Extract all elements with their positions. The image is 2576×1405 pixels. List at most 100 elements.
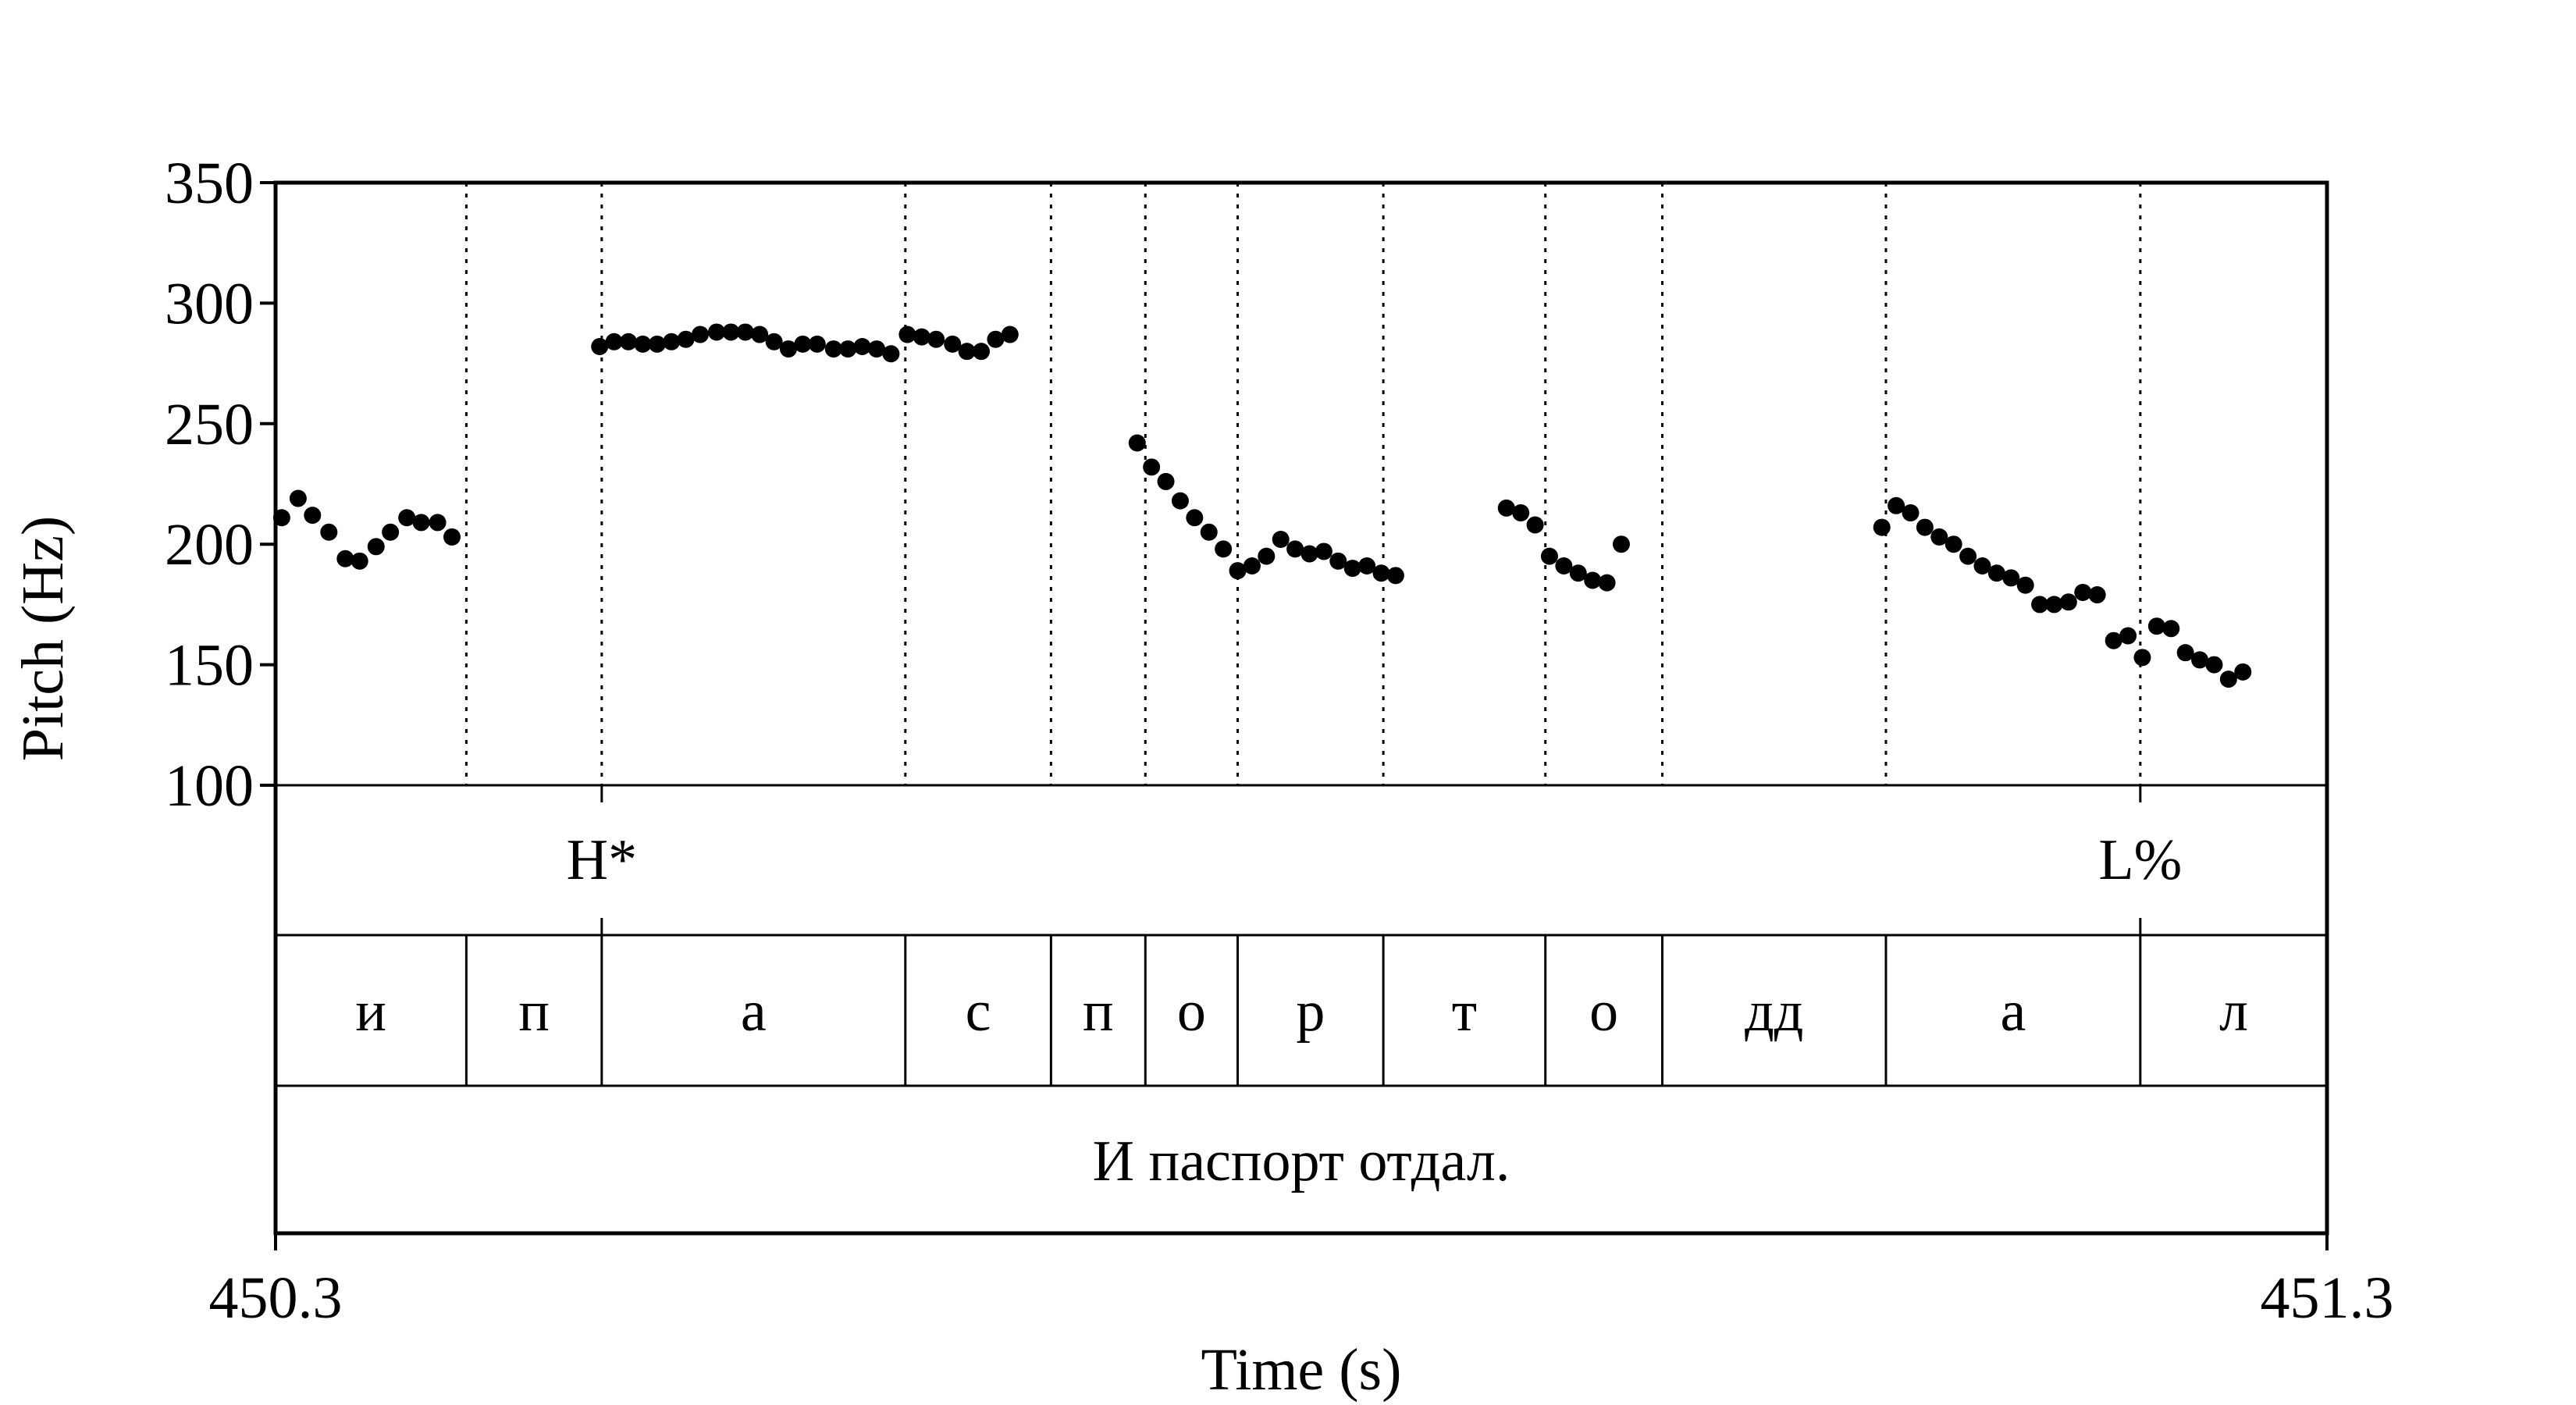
pitch-point xyxy=(272,509,290,527)
pitch-point xyxy=(1386,567,1404,585)
pitch-point xyxy=(304,507,322,525)
x-tick-label: 450.3 xyxy=(209,1265,343,1331)
pitch-point xyxy=(1930,528,1948,546)
pitch-point xyxy=(382,523,400,541)
pitch-point xyxy=(708,323,726,341)
x-tick-label: 451.3 xyxy=(2261,1265,2394,1331)
y-tick-label: 350 xyxy=(165,151,254,216)
pitch-point xyxy=(443,528,461,546)
pitch-point xyxy=(1243,557,1261,574)
pitch-point xyxy=(1497,499,1515,517)
pitch-point xyxy=(1286,540,1304,558)
y-tick-label: 100 xyxy=(165,753,254,819)
pitch-point xyxy=(1916,518,1934,536)
boundary-lines xyxy=(464,183,2142,785)
pitch-point xyxy=(2219,670,2237,688)
y-axis: 100 150 200 250 300 350 xyxy=(165,151,276,819)
pitch-point xyxy=(336,550,354,567)
pitch-point xyxy=(2162,620,2180,638)
pitch-point xyxy=(1987,564,2005,582)
pitch-point xyxy=(736,323,754,341)
pitch-point xyxy=(350,552,368,570)
pitch-point xyxy=(824,340,842,358)
pitch-point xyxy=(973,343,991,361)
pitch-point xyxy=(868,340,886,358)
segment-label: л xyxy=(2219,980,2248,1044)
pitch-point xyxy=(1372,564,1390,582)
pitch-point xyxy=(2074,583,2092,601)
pitch-point xyxy=(1598,574,1616,592)
pitch-point xyxy=(2133,649,2151,667)
pitch-point xyxy=(1315,542,1332,560)
pitch-point xyxy=(1569,564,1587,582)
pitch-point xyxy=(1555,557,1573,574)
pitch-point xyxy=(927,330,945,348)
x-axis: 450.3 451.3 xyxy=(209,1233,2394,1331)
pitch-point xyxy=(634,335,652,353)
pitch-point xyxy=(1171,492,1189,510)
pitch-point xyxy=(2205,656,2223,674)
pitch-point xyxy=(429,514,447,532)
y-tick-label: 200 xyxy=(165,512,254,578)
y-tick-label: 150 xyxy=(165,633,254,699)
pitch-point xyxy=(367,538,385,556)
pitch-point xyxy=(2176,644,2194,662)
pitch-point xyxy=(853,337,871,355)
pitch-point xyxy=(648,335,666,353)
pitch-point xyxy=(722,323,740,341)
pitch-point xyxy=(1902,504,1920,522)
segment-label: о xyxy=(1589,980,1618,1044)
pitch-point xyxy=(751,325,769,343)
segment-label: дд xyxy=(1745,980,1803,1044)
pitch-point xyxy=(1329,552,1347,570)
pitch-points xyxy=(272,323,2252,688)
pitch-point xyxy=(1343,560,1361,578)
segment-label: п xyxy=(1083,980,1114,1044)
segment-label: п xyxy=(518,980,550,1044)
pitch-point xyxy=(1272,531,1290,549)
pitch-point xyxy=(1200,523,1218,541)
tone-label: H* xyxy=(567,828,637,892)
pitch-point xyxy=(2147,617,2165,635)
pitch-point xyxy=(2234,663,2252,681)
pitch-point xyxy=(1001,325,1019,343)
pitch-point xyxy=(1944,535,1962,553)
pitch-point xyxy=(591,337,609,355)
pitch-point xyxy=(620,333,638,350)
pitch-point xyxy=(913,328,930,346)
tone-label: L% xyxy=(2098,828,2182,892)
pitch-point xyxy=(289,489,307,507)
pitch-point xyxy=(412,514,430,532)
pitch-point xyxy=(2031,596,2049,614)
pitch-point xyxy=(677,330,695,348)
pitch-point xyxy=(2119,627,2137,645)
pitch-point xyxy=(1873,518,1891,536)
y-tick-label: 250 xyxy=(165,392,254,457)
y-tick-label: 300 xyxy=(165,271,254,336)
pitch-point xyxy=(1584,571,1602,589)
pitch-point xyxy=(1215,540,1233,558)
pitch-point xyxy=(987,330,1005,348)
pitch-point xyxy=(1526,516,1544,534)
tier-separators xyxy=(276,784,2327,1087)
pitch-point xyxy=(898,325,916,343)
pitch-point xyxy=(1300,545,1318,563)
segment-label: о xyxy=(1177,980,1206,1044)
pitch-point xyxy=(1229,562,1247,580)
pitch-point xyxy=(944,335,962,353)
pitch-point xyxy=(1128,434,1146,452)
pitch-point xyxy=(839,340,857,358)
plot-frame xyxy=(273,180,2329,1236)
segment-label: с xyxy=(966,980,991,1044)
pitch-point xyxy=(1540,547,1558,565)
x-axis-title: Time (s) xyxy=(1201,1337,1402,1403)
pitch-point xyxy=(1157,472,1175,490)
pitch-point xyxy=(1612,535,1630,553)
pitch-point xyxy=(663,333,681,350)
pitch-point xyxy=(780,340,797,358)
pitch-point xyxy=(1959,547,1977,565)
y-axis-title: Pitch (Hz) xyxy=(10,516,76,761)
pitch-point xyxy=(958,343,976,361)
pitch-point xyxy=(2016,576,2034,594)
